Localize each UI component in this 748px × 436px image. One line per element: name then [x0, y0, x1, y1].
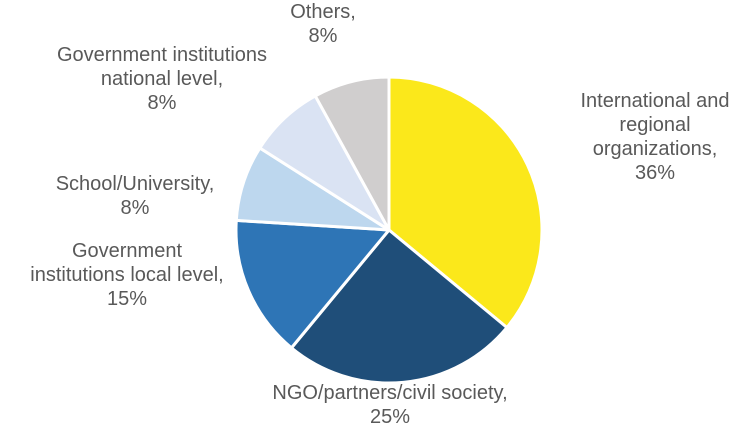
slice-label-line: Government institutions	[57, 44, 267, 66]
slice-label-line: institutions local level,	[30, 264, 223, 286]
slice-label-1: International and regional organizations, 3…	[580, 90, 729, 184]
slice-label-5: Government institutions national level, 8%	[57, 44, 267, 114]
slice-label-line: national level,	[101, 68, 223, 90]
slice-label-line: School/University,	[56, 173, 215, 195]
slice-label-line: 25%	[370, 406, 410, 428]
slice-label-line: Government	[72, 240, 182, 262]
slice-label-line: 36%	[635, 162, 675, 184]
slice-label-line: NGO/partners/civil society,	[272, 382, 507, 404]
slice-label-line: International and	[580, 90, 729, 112]
slice-label-4: School/University, 8%	[56, 173, 215, 219]
slice-label-line: organizations,	[593, 138, 718, 160]
slice-label-2: NGO/partners/civil society, 25%	[272, 382, 507, 428]
slice-label-6: Others, 8%	[290, 1, 356, 47]
slice-label-line: Others,	[290, 1, 356, 23]
slice-label-line: 15%	[107, 288, 147, 310]
slice-label-line: 8%	[121, 197, 150, 219]
pie-slices	[236, 77, 542, 383]
slice-label-line: 8%	[148, 92, 177, 114]
slice-label-line: 8%	[309, 25, 338, 47]
slice-label-3: Government institutions local level, 15%	[30, 240, 223, 310]
slice-label-line: regional	[619, 114, 690, 136]
